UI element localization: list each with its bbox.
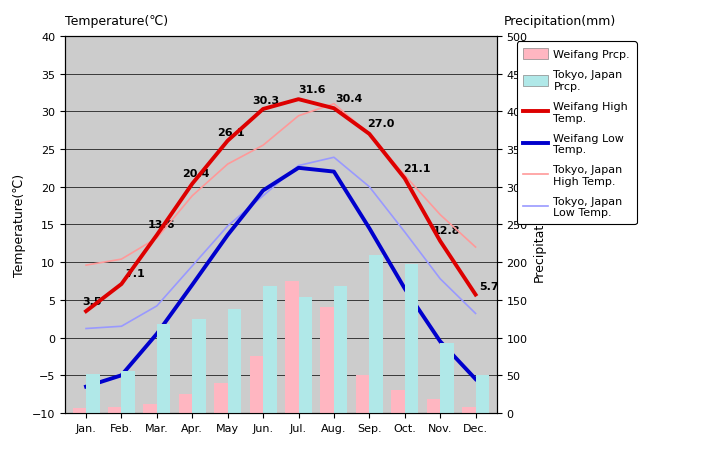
Legend: Weifang Prcp., Tokyo, Japan
Prcp., Weifang High
Temp., Weifang Low
Temp., Tokyo,: Weifang Prcp., Tokyo, Japan Prcp., Weifa… bbox=[517, 42, 636, 224]
Text: 30.3: 30.3 bbox=[253, 96, 279, 106]
Bar bbox=[391, 391, 405, 413]
Tokyo, Japan
High Temp. bbox=[330, 102, 338, 107]
Line: Tokyo, Japan
High Temp.: Tokyo, Japan High Temp. bbox=[86, 105, 475, 266]
Tokyo, Japan
Low Temp. bbox=[117, 324, 126, 329]
Y-axis label: Temperature(℃): Temperature(℃) bbox=[13, 174, 26, 276]
Tokyo, Japan
Low Temp. bbox=[436, 276, 444, 282]
Bar bbox=[356, 375, 369, 413]
Weifang Low
Temp. bbox=[436, 339, 444, 344]
Bar bbox=[334, 286, 347, 413]
Weifang High
Temp. bbox=[153, 233, 161, 238]
Bar bbox=[86, 374, 99, 413]
Bar bbox=[462, 407, 475, 413]
Text: 3.5: 3.5 bbox=[83, 296, 102, 306]
Tokyo, Japan
Low Temp. bbox=[223, 224, 232, 229]
Weifang Low
Temp. bbox=[400, 286, 409, 291]
Text: 31.6: 31.6 bbox=[299, 84, 326, 95]
Weifang High
Temp. bbox=[258, 107, 267, 112]
Bar bbox=[143, 404, 157, 413]
Weifang Low
Temp. bbox=[258, 188, 267, 194]
Weifang Low
Temp. bbox=[330, 169, 338, 175]
Bar bbox=[122, 371, 135, 413]
Bar bbox=[405, 265, 418, 413]
Text: 26.1: 26.1 bbox=[217, 127, 245, 137]
Tokyo, Japan
High Temp. bbox=[436, 213, 444, 218]
Tokyo, Japan
Low Temp. bbox=[365, 185, 374, 190]
Y-axis label: Precipitation(mm): Precipitation(mm) bbox=[534, 169, 546, 281]
Bar bbox=[427, 399, 440, 413]
Weifang Low
Temp. bbox=[471, 376, 480, 382]
Tokyo, Japan
Low Temp. bbox=[82, 326, 91, 331]
Tokyo, Japan
High Temp. bbox=[400, 173, 409, 179]
Tokyo, Japan
High Temp. bbox=[258, 143, 267, 149]
Tokyo, Japan
Low Temp. bbox=[330, 155, 338, 161]
Text: Precipitation(mm): Precipitation(mm) bbox=[504, 15, 616, 28]
Tokyo, Japan
High Temp. bbox=[117, 257, 126, 262]
Weifang High
Temp. bbox=[436, 239, 444, 244]
Weifang Low
Temp. bbox=[82, 384, 91, 390]
Bar bbox=[192, 319, 206, 413]
Bar bbox=[73, 409, 86, 413]
Tokyo, Japan
High Temp. bbox=[153, 236, 161, 241]
Tokyo, Japan
High Temp. bbox=[223, 162, 232, 168]
Weifang Low
Temp. bbox=[188, 282, 197, 288]
Line: Weifang Low
Temp.: Weifang Low Temp. bbox=[86, 168, 475, 387]
Bar bbox=[320, 308, 334, 413]
Tokyo, Japan
High Temp. bbox=[294, 114, 303, 119]
Weifang High
Temp. bbox=[294, 97, 303, 103]
Bar bbox=[440, 343, 454, 413]
Text: 7.1: 7.1 bbox=[125, 269, 145, 279]
Tokyo, Japan
Low Temp. bbox=[188, 263, 197, 269]
Weifang High
Temp. bbox=[365, 132, 374, 137]
Tokyo, Japan
High Temp. bbox=[365, 132, 374, 137]
Weifang High
Temp. bbox=[117, 282, 126, 287]
Weifang High
Temp. bbox=[223, 139, 232, 144]
Text: 13.6: 13.6 bbox=[148, 220, 176, 230]
Tokyo, Japan
High Temp. bbox=[471, 245, 480, 250]
Bar bbox=[108, 407, 122, 413]
Text: 12.8: 12.8 bbox=[433, 226, 461, 236]
Weifang High
Temp. bbox=[400, 176, 409, 182]
Bar bbox=[263, 286, 276, 413]
Bar bbox=[250, 357, 263, 413]
Text: 21.1: 21.1 bbox=[403, 163, 431, 174]
Bar bbox=[299, 297, 312, 413]
Weifang Low
Temp. bbox=[117, 373, 126, 378]
Bar bbox=[157, 324, 171, 413]
Tokyo, Japan
Low Temp. bbox=[471, 311, 480, 317]
Weifang High
Temp. bbox=[82, 309, 91, 314]
Weifang High
Temp. bbox=[330, 106, 338, 112]
Tokyo, Japan
Low Temp. bbox=[294, 163, 303, 169]
Weifang High
Temp. bbox=[471, 292, 480, 298]
Tokyo, Japan
High Temp. bbox=[188, 194, 197, 199]
Tokyo, Japan
Low Temp. bbox=[400, 230, 409, 235]
Text: 27.0: 27.0 bbox=[367, 119, 395, 129]
Tokyo, Japan
Low Temp. bbox=[153, 303, 161, 309]
Tokyo, Japan
High Temp. bbox=[82, 263, 91, 269]
Bar bbox=[369, 255, 383, 413]
Tokyo, Japan
Low Temp. bbox=[258, 194, 267, 199]
Bar bbox=[228, 309, 241, 413]
Line: Tokyo, Japan
Low Temp.: Tokyo, Japan Low Temp. bbox=[86, 158, 475, 329]
Text: 20.4: 20.4 bbox=[181, 169, 209, 179]
Line: Weifang High
Temp.: Weifang High Temp. bbox=[86, 100, 475, 312]
Bar bbox=[179, 394, 192, 413]
Bar bbox=[475, 375, 489, 413]
Bar bbox=[215, 383, 228, 413]
Weifang Low
Temp. bbox=[153, 331, 161, 337]
Text: Temperature(℃): Temperature(℃) bbox=[65, 15, 168, 28]
Text: 5.7: 5.7 bbox=[479, 281, 499, 291]
Bar bbox=[285, 281, 299, 413]
Text: 30.4: 30.4 bbox=[336, 94, 363, 103]
Weifang High
Temp. bbox=[188, 181, 197, 187]
Weifang Low
Temp. bbox=[294, 166, 303, 171]
Weifang Low
Temp. bbox=[223, 233, 232, 238]
Weifang Low
Temp. bbox=[365, 226, 374, 231]
